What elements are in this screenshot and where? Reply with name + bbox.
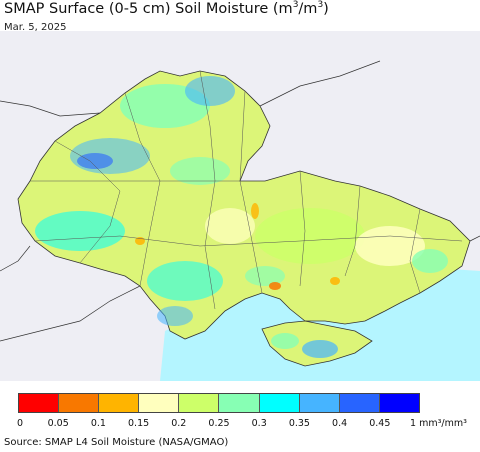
legend-tick-label: 0.45	[369, 418, 391, 429]
legend-swatch	[379, 394, 419, 412]
legend-tick-label: 0.3	[251, 418, 267, 429]
legend-swatch	[179, 394, 220, 412]
legend-swatch	[219, 394, 260, 412]
map-date: Mar. 5, 2025	[4, 22, 67, 33]
legend-tick-label: 0.1	[90, 418, 106, 429]
soil-moisture-map	[0, 31, 480, 381]
neighbor-borders	[0, 60, 480, 342]
legend-swatch	[339, 394, 380, 412]
region-boundaries	[30, 70, 463, 310]
legend-swatch	[139, 394, 180, 412]
moisture-patches	[35, 76, 448, 358]
legend-tick-label: 0.35	[288, 418, 310, 429]
map-title: SMAP Surface (0-5 cm) Soil Moisture (m3/…	[4, 0, 329, 17]
legend-tick-label: 0.05	[47, 418, 69, 429]
ukraine-land	[17, 70, 471, 340]
legend-swatch	[59, 394, 100, 412]
legend-swatch	[19, 394, 60, 412]
legend-tick-label: 0.2	[171, 418, 187, 429]
color-legend	[18, 393, 420, 413]
legend-tick-label: 0.25	[208, 418, 230, 429]
legend-tick-label: 0.15	[128, 418, 150, 429]
legend-tick-label: 0	[16, 418, 24, 429]
legend-unit: 1 mm³/mm³	[410, 418, 467, 429]
legend-swatch	[259, 394, 300, 412]
source-note: Source: SMAP L4 Soil Moisture (NASA/GMAO…	[4, 437, 229, 448]
legend-swatch	[299, 394, 340, 412]
legend-swatch	[99, 394, 140, 412]
legend-ticks: 0 0.05 0.1 0.15 0.2 0.25 0.3 0.35 0.4 0.45	[0, 418, 480, 432]
legend-tick-label: 0.4	[332, 418, 348, 429]
